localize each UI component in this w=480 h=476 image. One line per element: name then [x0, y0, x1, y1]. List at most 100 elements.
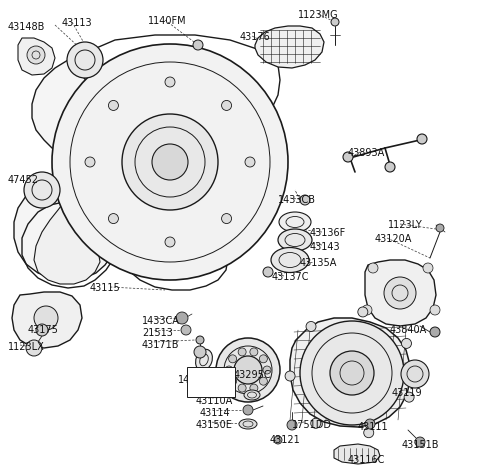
Circle shape: [225, 366, 233, 374]
Circle shape: [385, 162, 395, 172]
Circle shape: [365, 419, 375, 429]
Text: 1123MG: 1123MG: [298, 10, 338, 20]
Text: 43148B: 43148B: [8, 22, 46, 32]
Circle shape: [85, 157, 95, 167]
Polygon shape: [32, 55, 112, 157]
Circle shape: [24, 172, 60, 208]
Circle shape: [300, 195, 310, 205]
Circle shape: [311, 418, 321, 428]
Polygon shape: [34, 202, 100, 284]
Circle shape: [362, 305, 372, 315]
Circle shape: [430, 327, 440, 337]
Circle shape: [415, 437, 425, 447]
Text: 43840A: 43840A: [390, 325, 427, 335]
Text: 43114: 43114: [200, 408, 230, 418]
Circle shape: [26, 340, 42, 356]
Polygon shape: [290, 318, 410, 427]
Polygon shape: [12, 292, 82, 348]
Ellipse shape: [278, 229, 312, 251]
Text: 43110A: 43110A: [196, 396, 233, 406]
Circle shape: [67, 42, 103, 78]
Circle shape: [368, 263, 378, 273]
Circle shape: [245, 157, 255, 167]
Circle shape: [306, 321, 316, 331]
Circle shape: [417, 134, 427, 144]
Text: 1433CA: 1433CA: [142, 316, 180, 326]
Text: 43137C: 43137C: [272, 272, 310, 282]
Circle shape: [331, 18, 339, 26]
Ellipse shape: [271, 248, 309, 272]
Circle shape: [36, 324, 48, 336]
Text: 43121: 43121: [270, 435, 301, 445]
Text: 43175: 43175: [28, 325, 59, 335]
Circle shape: [52, 44, 288, 280]
Circle shape: [330, 351, 374, 395]
Circle shape: [263, 267, 273, 277]
Text: 43143: 43143: [310, 242, 341, 252]
Text: 43171B: 43171B: [142, 340, 180, 350]
Polygon shape: [365, 260, 436, 326]
Circle shape: [122, 114, 218, 210]
Circle shape: [234, 356, 262, 384]
Circle shape: [196, 336, 204, 344]
Circle shape: [176, 312, 188, 324]
Circle shape: [423, 263, 433, 273]
Circle shape: [238, 384, 246, 392]
Circle shape: [285, 371, 295, 381]
Text: 43176: 43176: [240, 32, 271, 42]
Circle shape: [263, 366, 271, 374]
Circle shape: [358, 307, 368, 317]
Circle shape: [228, 355, 237, 363]
Circle shape: [243, 405, 253, 415]
Text: 43295C: 43295C: [234, 370, 272, 380]
Text: 43120A: 43120A: [375, 234, 412, 244]
Circle shape: [193, 40, 203, 50]
Circle shape: [108, 214, 119, 224]
Text: 43151B: 43151B: [402, 440, 440, 450]
Text: 1431CJ: 1431CJ: [178, 375, 212, 385]
Circle shape: [430, 305, 440, 315]
Circle shape: [222, 100, 231, 110]
Circle shape: [34, 306, 58, 330]
Text: 1751DD: 1751DD: [292, 420, 332, 430]
Text: 43119: 43119: [392, 388, 422, 398]
Polygon shape: [18, 38, 55, 75]
Circle shape: [238, 348, 246, 356]
Text: 43135A: 43135A: [300, 258, 337, 268]
Text: 43136F: 43136F: [310, 228, 346, 238]
Text: 43150E: 43150E: [196, 420, 233, 430]
Polygon shape: [255, 26, 324, 68]
Circle shape: [27, 46, 45, 64]
Circle shape: [364, 428, 374, 438]
Text: 43113: 43113: [62, 18, 93, 28]
Circle shape: [404, 392, 414, 402]
Circle shape: [250, 348, 258, 356]
Circle shape: [108, 100, 119, 110]
Text: 1123LY: 1123LY: [388, 220, 423, 230]
Polygon shape: [14, 168, 115, 280]
Circle shape: [194, 346, 206, 358]
Ellipse shape: [195, 349, 213, 371]
FancyBboxPatch shape: [187, 367, 235, 397]
Text: 1433CB: 1433CB: [278, 195, 316, 205]
Circle shape: [222, 214, 231, 224]
Ellipse shape: [279, 212, 311, 232]
Circle shape: [384, 277, 416, 309]
Circle shape: [287, 420, 297, 430]
Circle shape: [228, 377, 237, 385]
Text: 21513: 21513: [142, 328, 173, 338]
Circle shape: [165, 237, 175, 247]
Circle shape: [216, 338, 280, 402]
Text: 43115: 43115: [90, 283, 121, 293]
Text: 1123LX: 1123LX: [8, 342, 45, 352]
Text: 43111: 43111: [358, 422, 389, 432]
Circle shape: [401, 360, 429, 388]
Circle shape: [274, 436, 282, 444]
Text: 43116C: 43116C: [348, 455, 385, 465]
Circle shape: [250, 384, 258, 392]
Text: 43893A: 43893A: [348, 148, 385, 158]
Circle shape: [401, 338, 411, 348]
Text: 47452: 47452: [8, 175, 39, 185]
Ellipse shape: [244, 390, 260, 400]
Circle shape: [300, 321, 404, 425]
